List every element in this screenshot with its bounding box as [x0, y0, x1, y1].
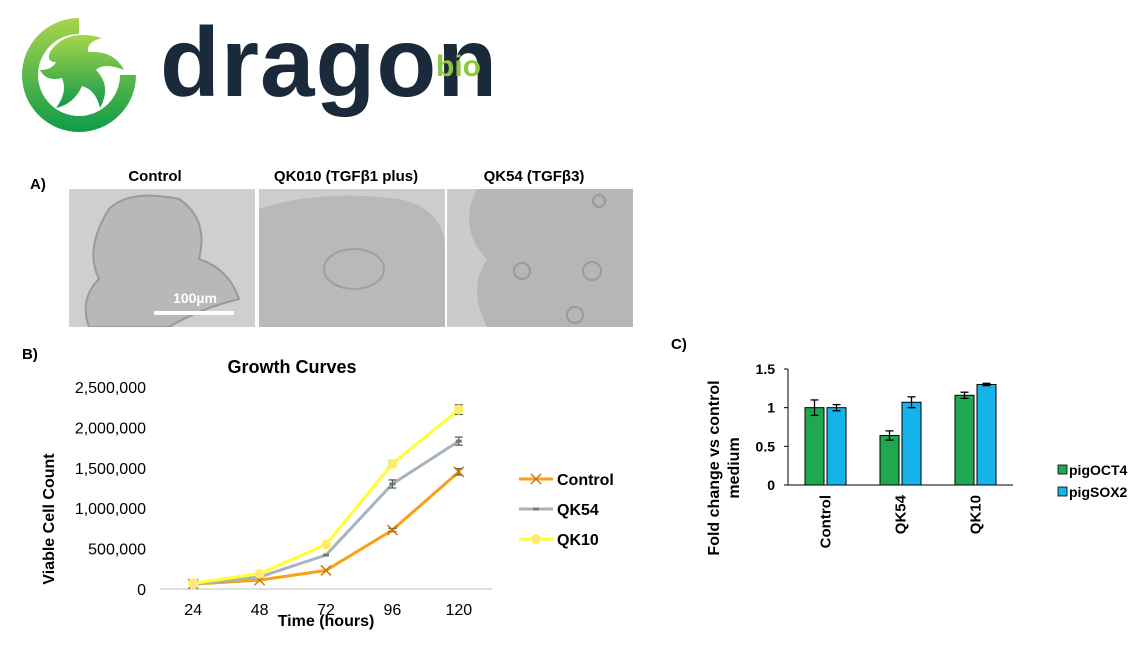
chart-c-category-label: QK10: [968, 495, 985, 534]
scale-bar: [154, 311, 234, 315]
bar-pigoct4-qk54: [879, 435, 900, 486]
chart-c-category-label: QK54: [893, 494, 910, 534]
chart-c-ytick: 0: [767, 477, 775, 493]
data-point-qk10: [453, 404, 464, 415]
data-point-qk10: [321, 539, 331, 550]
legend-label-pigoct4: pigOCT4: [1069, 462, 1128, 478]
chart-b-xtick: 72: [317, 602, 335, 619]
growth-curves-chart: Growth Curves Viable Cell Count Time (ho…: [41, 357, 614, 630]
series-line-qk54: [193, 439, 460, 586]
data-point-qk54: [389, 482, 396, 486]
data-point-qk10: [387, 458, 398, 469]
chart-b-ytick: 500,000: [88, 542, 146, 559]
data-point-control: [453, 466, 465, 478]
data-point-qk10: [254, 568, 265, 579]
chart-b-ytick: 2,500,000: [75, 380, 146, 397]
legend-marker-control: [530, 473, 542, 485]
bar-pigsox2-qk10: [976, 383, 997, 486]
chart-b-xlabel: Time (hours): [278, 613, 375, 630]
chart-b-ytick: 0: [137, 582, 146, 599]
legend-label-control: Control: [557, 472, 614, 489]
chart-b-xtick: 120: [445, 602, 472, 619]
micro-title-control: Control: [128, 168, 182, 185]
chart-b-xtick: 96: [384, 602, 402, 619]
chart-c-ytick: 1: [767, 400, 775, 416]
chart-c-category-label: Control: [818, 495, 835, 548]
chart-b-xtick: 24: [184, 602, 202, 619]
chart-b-ytick: 2,000,000: [75, 420, 146, 437]
bar-pigoct4-qk10: [954, 394, 975, 486]
scale-bar-label: 100µm: [173, 290, 217, 306]
chart-c-ytick: 1.5: [756, 361, 776, 377]
panel-b-letter: B): [22, 346, 38, 363]
legend-label-qk10: QK10: [557, 532, 599, 549]
bar-pigoct4-control: [804, 407, 825, 486]
chart-b-title: Growth Curves: [227, 357, 356, 377]
dragon-logo-wordmark: dragon bio: [160, 18, 498, 117]
micro-title-qk010: QK010 (TGFβ1 plus): [273, 168, 419, 185]
data-point-qk54: [323, 553, 329, 557]
micrograph-qk54: [447, 189, 633, 327]
micro-title-qk54: QK54 (TGFβ3): [483, 168, 585, 185]
data-point-control: [386, 524, 398, 536]
series-line-qk10: [192, 408, 460, 585]
legend-label-qk54: QK54: [557, 502, 599, 519]
dragon-logo-icon: [22, 18, 136, 132]
chart-b-ytick: 1,000,000: [75, 501, 146, 518]
bar-pigsox2-qk54: [901, 401, 922, 486]
legend-marker-qk10: [531, 534, 541, 544]
chart-c-ylabel-line1: Fold change vs control: [706, 380, 723, 555]
chart-c-ytick: 0.5: [756, 438, 776, 454]
legend-swatch-pigsox2: [1057, 486, 1068, 497]
legend-marker-qk54: [533, 507, 539, 511]
fold-change-chart: Fold change vs control medium 0 0.5 1 1.5 Co…: [706, 361, 1128, 556]
logo-word: dragon: [160, 18, 498, 117]
chart-c-ylabel-line2: medium: [726, 437, 743, 498]
chart-b-ylabel: Viable Cell Count: [41, 453, 58, 585]
logo-suffix: bio: [436, 50, 481, 83]
data-point-qk10: [188, 578, 199, 589]
bar-pigsox2-control: [826, 407, 847, 486]
panel-a-letter: A): [30, 176, 46, 193]
chart-b-xtick: 48: [251, 602, 269, 619]
series-line-control: [193, 470, 460, 586]
data-point-qk54: [455, 439, 462, 443]
data-point-control: [320, 564, 332, 576]
legend-swatch-pigoct4: [1057, 464, 1068, 475]
chart-b-ytick: 1,500,000: [75, 461, 146, 478]
micrograph-qk010: [259, 189, 445, 327]
legend-label-pigsox2: pigSOX2: [1069, 484, 1128, 500]
micrograph-control: [69, 189, 255, 327]
panel-c-letter: C): [671, 336, 687, 353]
